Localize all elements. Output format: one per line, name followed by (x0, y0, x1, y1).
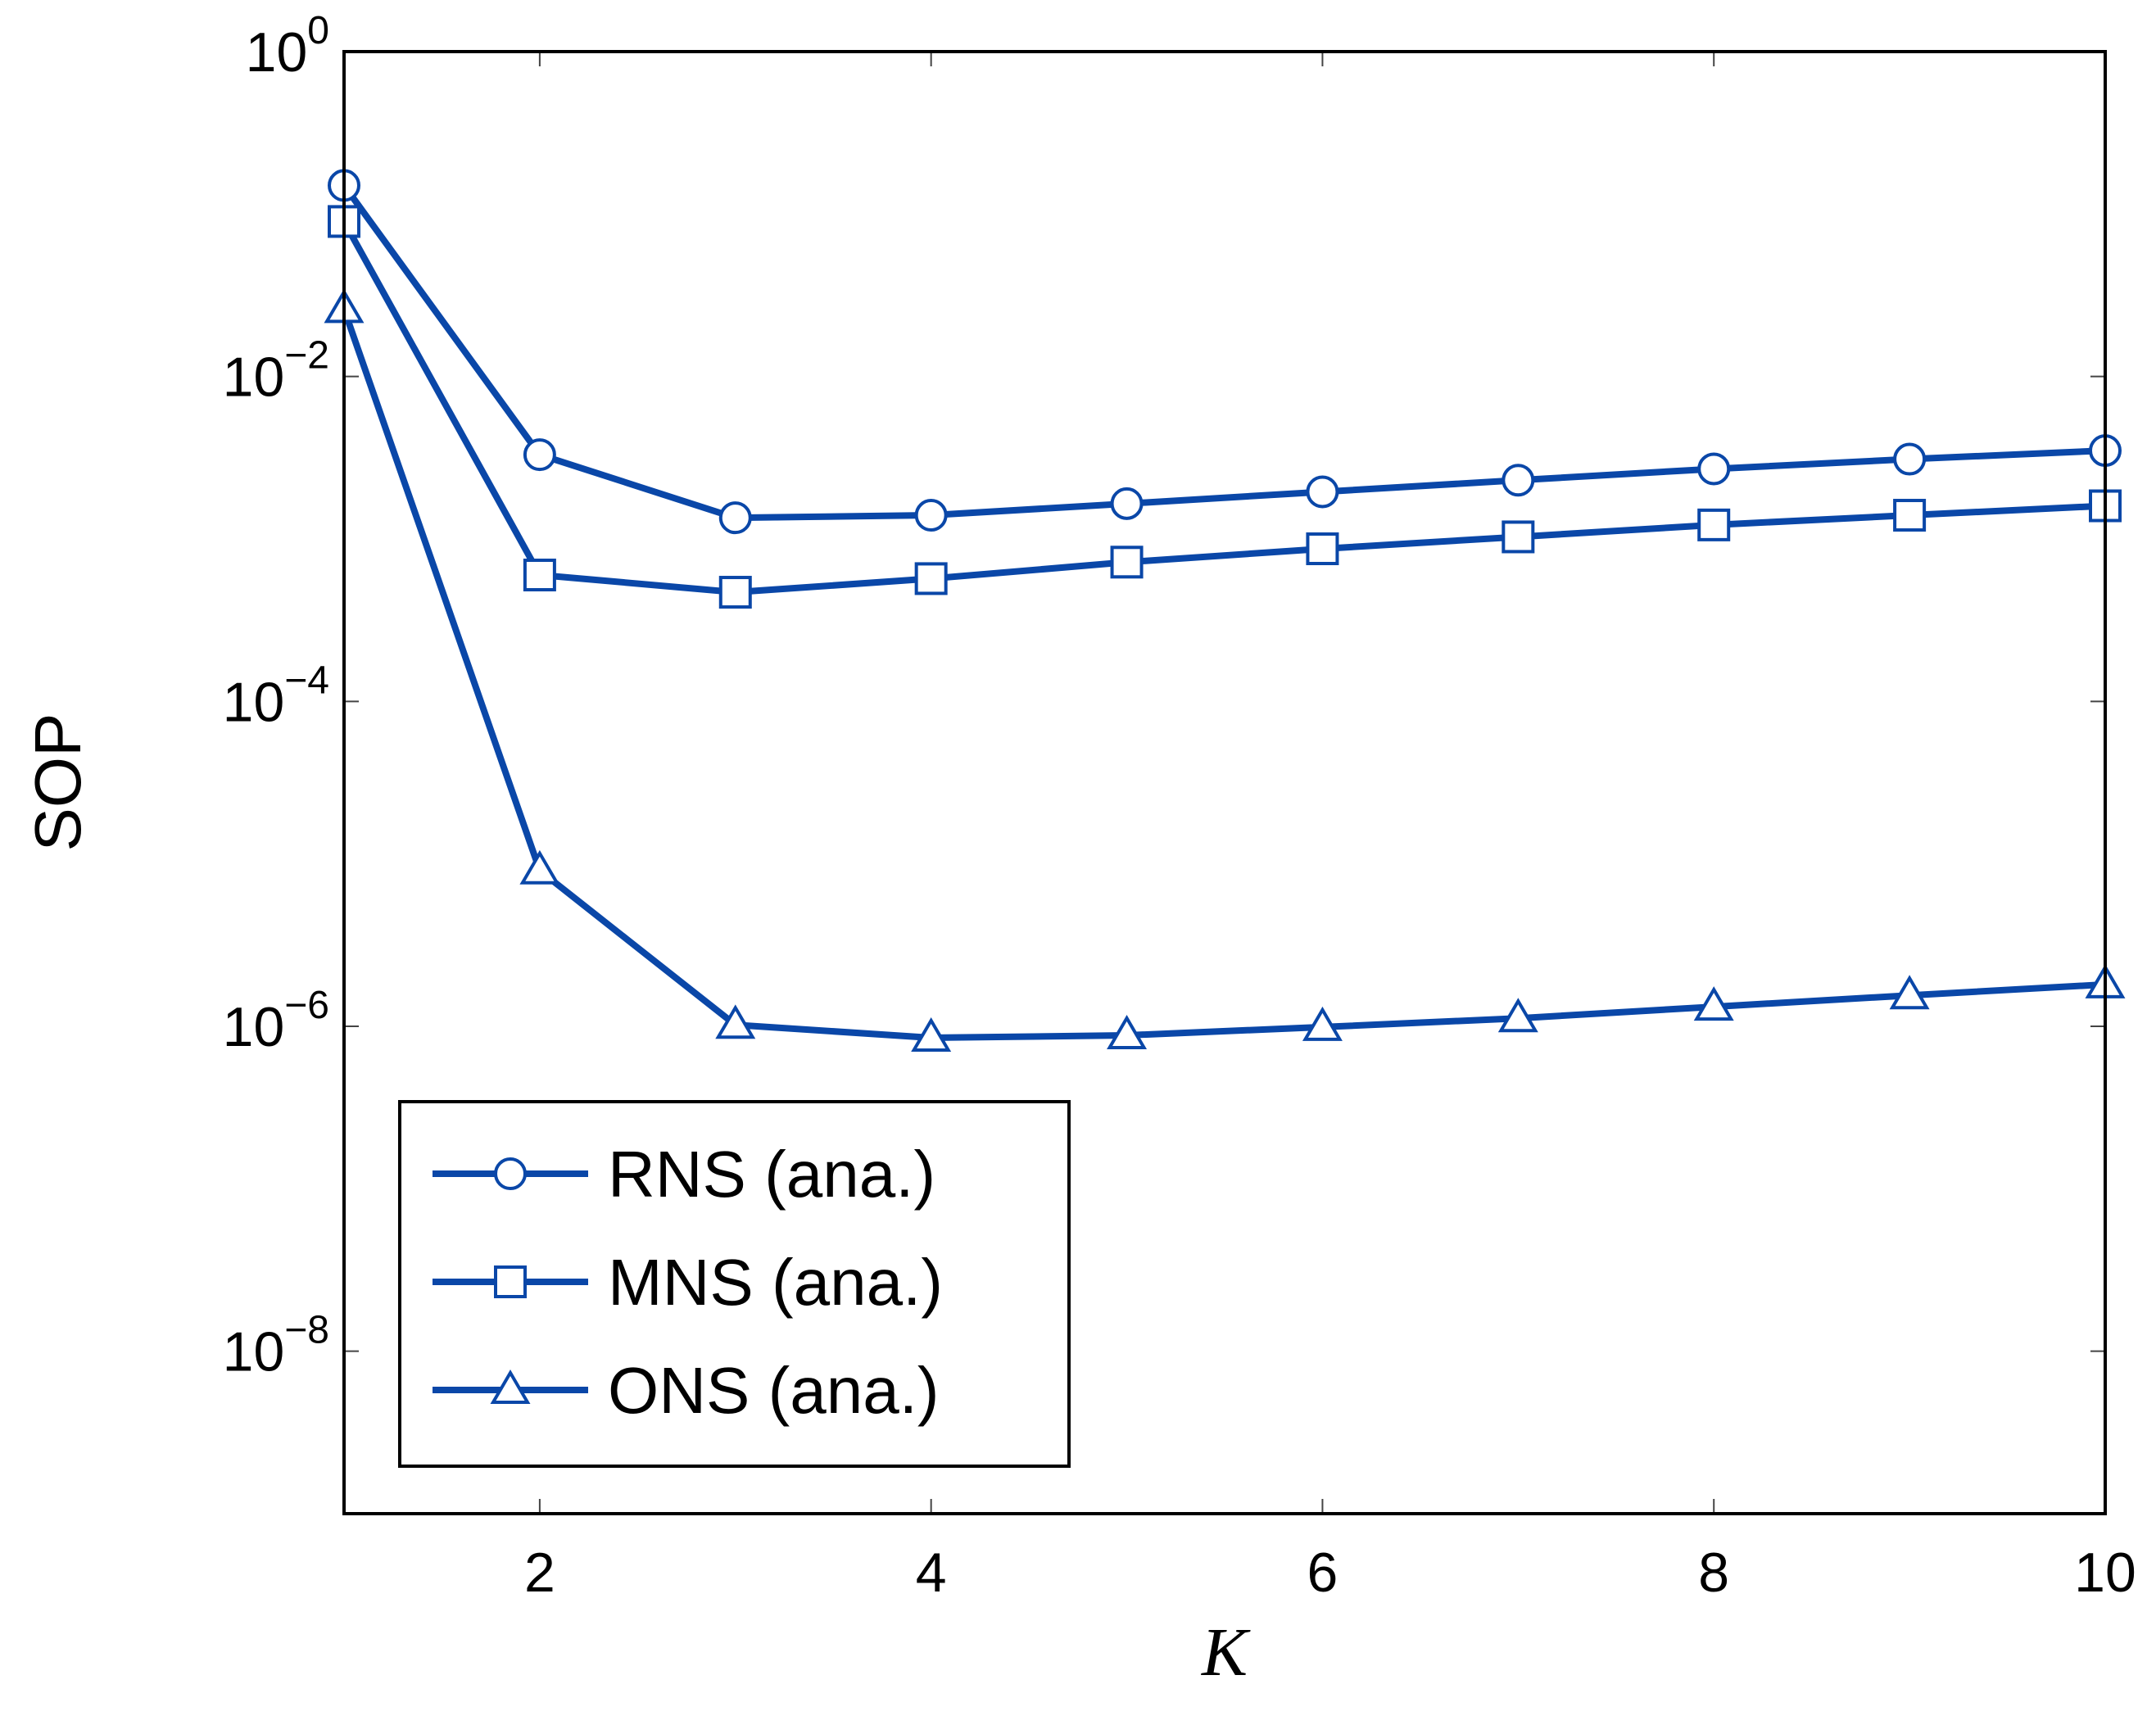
data-point-triangle (1107, 1015, 1148, 1050)
data-point-square (1893, 499, 1927, 532)
legend-marker-circle (494, 1157, 527, 1190)
series-line (341, 183, 2106, 522)
plot-frame (342, 50, 2107, 1515)
y-tick-labels: 100 10−2 10−4 10−6 10−8 (223, 9, 329, 1383)
data-point-square (1697, 508, 1731, 541)
legend-label: RNS (ana.) (608, 1138, 935, 1211)
data-point-square (523, 559, 556, 591)
data-point-square (1110, 546, 1144, 579)
x-tick-label: 6 (1307, 1542, 1338, 1604)
x-axis-label: K (1201, 1614, 1251, 1691)
data-point-square (718, 576, 752, 609)
y-tick-label: 10−2 (223, 334, 329, 409)
data-point-square (1502, 520, 1535, 554)
data-point-triangle (1693, 986, 1734, 1021)
series-circle (328, 169, 2122, 535)
data-point-triangle (1302, 1006, 1343, 1041)
legend-marker-triangle (490, 1370, 531, 1404)
y-tick-label: 10−6 (223, 984, 329, 1058)
x-tick-label: 4 (916, 1542, 947, 1604)
series-triangle (324, 288, 2126, 1052)
x-tick-label: 2 (524, 1542, 555, 1604)
data-point-circle (1306, 475, 1339, 509)
data-point-triangle (1889, 975, 1930, 1010)
data-point-circle (914, 499, 948, 532)
data-point-circle (718, 501, 752, 535)
x-tick-label: 10 (2074, 1542, 2136, 1604)
data-point-triangle (519, 849, 560, 885)
data-point-triangle (911, 1017, 952, 1052)
legend: RNS (ana.) MNS (ana.) ONS (ana.) (398, 1100, 1071, 1468)
legend-entry: RNS (ana.) (433, 1138, 935, 1211)
data-point-triangle (1497, 998, 1538, 1033)
y-axis-label: SOP (21, 713, 94, 852)
series-line (341, 308, 2106, 1041)
legend-entry: MNS (ana.) (433, 1246, 943, 1319)
legend-label: MNS (ana.) (608, 1246, 943, 1319)
y-tick-label: 10−4 (223, 659, 329, 733)
data-point-square (914, 562, 948, 595)
data-point-square (1306, 532, 1339, 565)
data-point-circle (1697, 452, 1731, 486)
data-point-circle (1893, 442, 1927, 476)
legend-marker-square (494, 1265, 527, 1298)
data-point-circle (1502, 464, 1535, 497)
data-point-triangle (715, 1004, 756, 1039)
legend-entry: ONS (ana.) (433, 1354, 940, 1427)
series-layer (324, 169, 2126, 1052)
series-line (341, 220, 2106, 596)
legend-entries: RNS (ana.) MNS (ana.) ONS (ana.) (433, 1138, 943, 1427)
legend-label: ONS (ana.) (608, 1354, 940, 1427)
y-tick-label: 100 (246, 9, 329, 84)
y-tick-label: 10−8 (223, 1309, 329, 1383)
data-point-circle (1110, 487, 1144, 520)
x-tick-labels: 2 4 6 8 10 (524, 1542, 2136, 1604)
data-point-circle (523, 438, 556, 472)
x-tick-label: 8 (1698, 1542, 1729, 1604)
